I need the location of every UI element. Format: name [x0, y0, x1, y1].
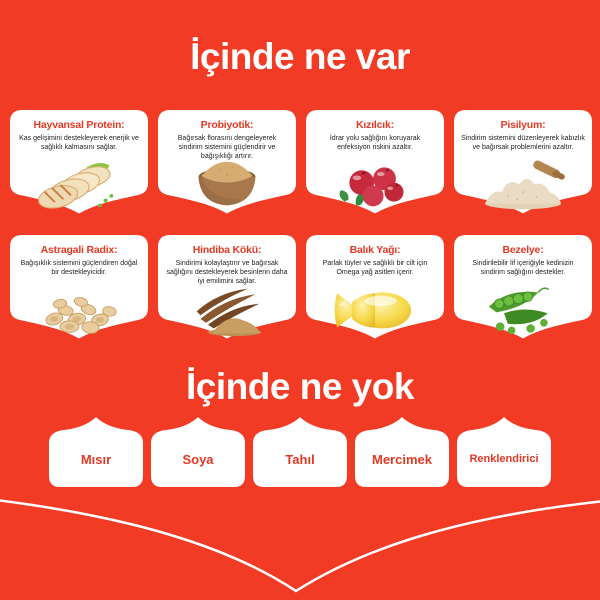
badge-shape [151, 417, 245, 487]
chicory-root-image [158, 279, 296, 339]
card-description: Sindirilebilir lif içeriğiyle kedinizin … [472, 259, 574, 276]
green-peas-image [454, 279, 592, 339]
excluded-items-row: Mısır Soya Tahıl Mercimek Renklendirici [0, 417, 600, 487]
badge-shape [457, 417, 551, 487]
card-description: Sindirimi kolaylaştırır ve bağırsak sağl… [166, 259, 288, 285]
excluded-item-label: Tahıl [285, 451, 315, 467]
card-description: Parlak tüyler ve sağlıklı bir cilt için … [322, 259, 428, 276]
excluded-item-label: Renklendirici [469, 453, 539, 465]
astragalus-root-slices-image [10, 279, 148, 339]
ingredient-card-hayvansal-protein: Hayvansal Protein: Kas gelişimini destek… [10, 110, 148, 214]
excluded-item-renklendirici: Renklendirici [457, 417, 551, 487]
ingredient-card-hindiba-koku: Hindiba Kökü: Sindirimi kolaylaştırır ve… [158, 235, 296, 339]
excluded-item-label: Mercimek [372, 451, 432, 467]
card-title: Hayvansal Protein: [33, 119, 125, 131]
excluded-item-soya: Soya [151, 417, 245, 487]
card-description: Bağırsak florasını dengeleyerek sindirim… [177, 134, 277, 160]
card-title: Astragali Radix: [40, 244, 118, 256]
ingredient-card-pisilyum: Pisilyum: Sindirim sistemini düzenleyere… [454, 110, 592, 214]
card-bubble-shape [10, 110, 148, 214]
probiotic-powder-bowl-image [158, 154, 296, 214]
excluded-item-mercimek: Mercimek [355, 417, 449, 487]
section-title-whats-inside: İçinde ne var [190, 36, 410, 77]
card-description: Kas gelişimini destekleyerek enerjik ve … [19, 134, 139, 151]
badge-shape [253, 417, 347, 487]
badge-shape [355, 417, 449, 487]
card-title: Bezelye: [502, 244, 544, 256]
excluded-item-tahil: Tahıl [253, 417, 347, 487]
badge-shape [49, 417, 143, 487]
excluded-item-label: Soya [182, 451, 214, 467]
card-bubble-shape [454, 235, 592, 339]
psyllium-husk-image [454, 154, 592, 214]
ingredient-card-probiyotik: Probiyotik: Bağırsak florasını dengeleye… [158, 110, 296, 214]
excluded-item-label: Mısır [80, 451, 112, 467]
card-description: Bağışıklık sistemini güçlendiren doğal b… [20, 259, 138, 276]
card-title: Kızılcık: [356, 119, 394, 131]
cranberries-image [306, 154, 444, 214]
card-bubble-shape [158, 235, 296, 339]
card-description: Sindirim sistemini düzenleyerek kabızlık… [461, 134, 585, 151]
ingredient-card-balik-yagi: Balık Yağı: Parlak tüyler ve sağlıklı bi… [306, 235, 444, 339]
card-description: İdrar yolu sağlığını koruyarak enfeksiyo… [329, 134, 421, 151]
grilled-chicken-image [10, 154, 148, 214]
card-title: Hindiba Kökü: [192, 244, 262, 256]
section-title-whats-not-inside: İçinde ne yok [186, 366, 414, 407]
card-title: Pisilyum: [500, 119, 546, 131]
ingredient-card-astragali-radix: Astragali Radix: Bağışıklık sistemini gü… [10, 235, 148, 339]
ingredient-card-kizilcik: Kızılcık: İdrar yolu sağlığını koruyarak… [306, 110, 444, 214]
excluded-item-misir: Mısır [49, 417, 143, 487]
fish-oil-drop-image [306, 279, 444, 339]
card-title: Balık Yağı: [349, 244, 401, 256]
ingredient-card-bezelye: Bezelye: Sindirilebilir lif içeriğiyle k… [454, 235, 592, 339]
card-bubble-shape [454, 110, 592, 214]
card-bubble-shape [306, 110, 444, 214]
card-title: Probiyotik: [200, 119, 254, 131]
